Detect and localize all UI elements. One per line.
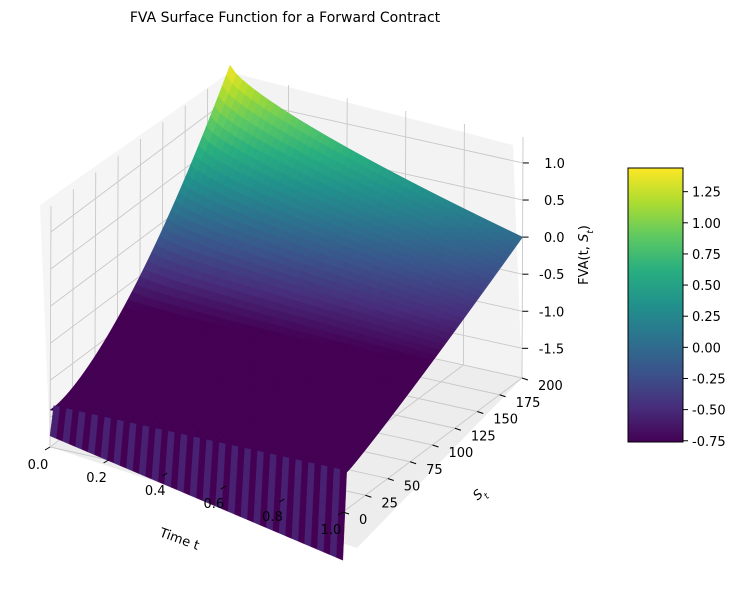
y-tick-label: 25 bbox=[381, 496, 398, 511]
left-pane bbox=[40, 72, 230, 447]
z-tick-label: -1.0 bbox=[539, 305, 564, 320]
y-tick-label: 125 bbox=[471, 429, 496, 444]
y-tick-label: 100 bbox=[449, 446, 474, 461]
fva-surface bbox=[49, 64, 523, 561]
y-axis-label: St bbox=[470, 484, 492, 506]
surface-front-wall bbox=[49, 405, 347, 561]
x-axis-label: Time t bbox=[156, 525, 201, 553]
y-tick-label: 175 bbox=[516, 396, 541, 411]
colorbar-tick-label: 1.00 bbox=[692, 217, 721, 232]
z-tick-label: 0.0 bbox=[544, 231, 565, 246]
y-tick-label: 0 bbox=[359, 513, 367, 528]
colorbar-ticks: -0.75 -0.50 -0.25 0.00 0.25 0.50 0.75 1.00 1.25 bbox=[683, 186, 726, 450]
x-tick-label: 0.8 bbox=[262, 510, 283, 525]
x-tick-label: 0.2 bbox=[86, 471, 107, 486]
colorbar-tick-label: -0.25 bbox=[692, 372, 726, 387]
x-tick-label: 0.0 bbox=[28, 458, 49, 473]
x-tick-label: 0.6 bbox=[203, 497, 224, 512]
colorbar-tick-label: 0.25 bbox=[692, 310, 721, 325]
z-tick-label: -1.5 bbox=[539, 342, 564, 357]
x-tick-label: 0.4 bbox=[145, 484, 166, 499]
z-tick-label: 1.0 bbox=[544, 157, 565, 172]
y-tick-label: 75 bbox=[426, 463, 443, 478]
chart-title: FVA Surface Function for a Forward Contr… bbox=[130, 10, 441, 26]
colorbar-tick-label: 1.25 bbox=[692, 186, 721, 201]
z-axis-label: FVA(t, St) bbox=[577, 225, 596, 285]
y-tick-label: 150 bbox=[493, 413, 518, 428]
x-tick-label: 1.0 bbox=[321, 523, 342, 538]
colorbar-tick-label: 0.75 bbox=[692, 248, 721, 263]
colorbar-tick-label: 0.00 bbox=[692, 341, 721, 356]
colorbar bbox=[627, 167, 684, 443]
colorbar-tick-label: -0.50 bbox=[692, 404, 726, 419]
wall-strip bbox=[336, 469, 347, 561]
z-tick-label: 0.5 bbox=[544, 194, 565, 209]
z-tick-label: -0.5 bbox=[539, 268, 564, 283]
y-tick-label: 200 bbox=[538, 379, 563, 394]
y-tick-label: 50 bbox=[404, 480, 421, 495]
colorbar-tick-label: 0.50 bbox=[692, 279, 721, 294]
colorbar-tick-label: -0.75 bbox=[692, 435, 726, 450]
